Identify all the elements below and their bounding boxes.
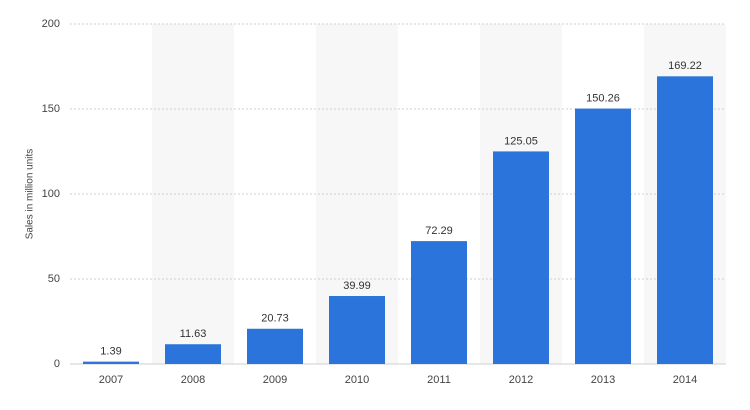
bar xyxy=(329,296,385,364)
value-label: 150.26 xyxy=(586,92,620,104)
x-tick-label: 2013 xyxy=(591,374,615,386)
value-label: 39.99 xyxy=(343,280,371,292)
bar xyxy=(83,361,139,364)
y-axis-label: Sales in million units xyxy=(25,149,36,240)
x-tick-label: 2009 xyxy=(263,374,287,386)
y-tick-label: 0 xyxy=(54,358,60,370)
value-label: 72.29 xyxy=(425,225,453,237)
bar xyxy=(165,344,221,364)
x-tick-label: 2012 xyxy=(509,374,533,386)
value-label: 125.05 xyxy=(504,135,538,147)
y-tick-label: 100 xyxy=(42,188,60,200)
value-label: 11.63 xyxy=(180,328,207,340)
bar xyxy=(493,151,549,364)
value-label: 169.22 xyxy=(668,60,702,72)
x-tick-label: 2011 xyxy=(427,374,451,386)
x-tick-label: 2010 xyxy=(345,374,369,386)
column-band xyxy=(152,24,234,364)
bar xyxy=(575,108,631,364)
x-tick-label: 2014 xyxy=(673,374,697,386)
y-tick-label: 50 xyxy=(48,273,60,285)
bar xyxy=(411,241,467,364)
value-label: 1.39 xyxy=(100,346,121,358)
x-tick-label: 2007 xyxy=(99,374,123,386)
x-tick-label: 2008 xyxy=(181,374,205,386)
y-tick-label: 200 xyxy=(42,18,60,30)
value-label: 20.73 xyxy=(261,313,289,325)
bar xyxy=(657,76,713,365)
y-tick-label: 150 xyxy=(42,103,60,115)
bar xyxy=(247,328,303,364)
